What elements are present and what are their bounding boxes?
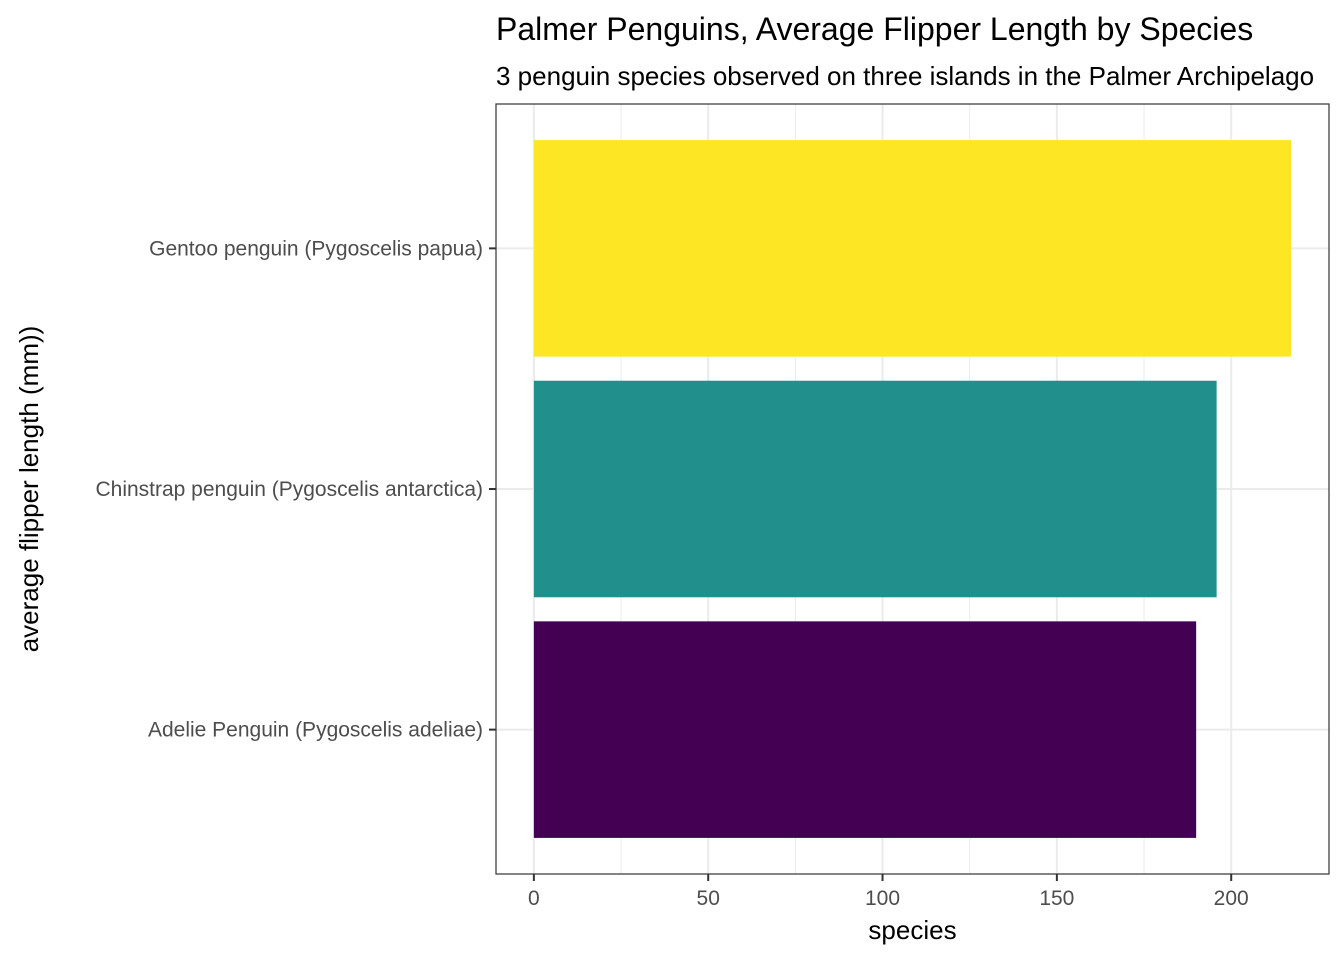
y-tick-label: Gentoo penguin (Pygoscelis papua) [149, 237, 483, 260]
bar-2 [533, 380, 1217, 598]
x-tick-label: 0 [528, 887, 540, 910]
chart-subtitle: 3 penguin species observed on three isla… [496, 61, 1314, 91]
y-axis-title: average flipper length (mm)) [14, 326, 44, 653]
bar-1 [533, 621, 1197, 838]
x-tick-label: 50 [697, 887, 720, 910]
bars [533, 140, 1292, 838]
y-tick-label: Adelie Penguin (Pygoscelis adeliae) [148, 719, 483, 742]
x-tick-label: 100 [865, 887, 900, 910]
chart-title: Palmer Penguins, Average Flipper Length … [496, 11, 1253, 47]
x-tick-label: 200 [1214, 887, 1249, 910]
y-tick-label: Chinstrap penguin (Pygoscelis antarctica… [95, 478, 483, 501]
x-tick-label: 150 [1039, 887, 1074, 910]
x-axis-title: species [868, 915, 956, 945]
x-axis: 0 50 100 150 200 [528, 874, 1249, 910]
y-axis: Adelie Penguin (Pygoscelis adeliae) Chins… [95, 237, 496, 742]
bar-3 [533, 140, 1292, 357]
